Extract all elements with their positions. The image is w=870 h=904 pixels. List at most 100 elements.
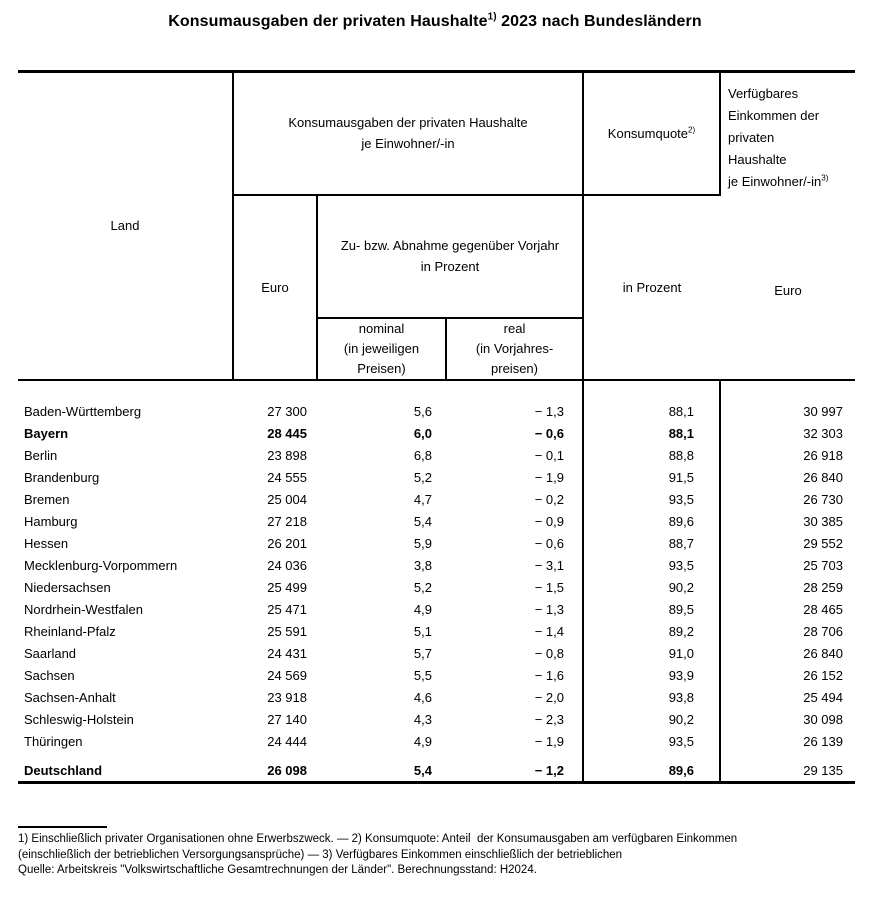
cell-einkommen: 30 997 <box>719 400 855 423</box>
cell-real: − 0,6 <box>534 536 564 551</box>
header-verfuegbares-line5-text: je Einwohner/-in <box>728 174 822 189</box>
cell-quote: 93,5 <box>582 730 720 753</box>
footnote-line-2: (einschließlich der betrieblichen Versor… <box>18 848 623 861</box>
header-real-line1: real <box>503 320 526 336</box>
table-row: Mecklenburg-Vorpommern 24 036 3,8 − 3,1 93,5… <box>18 554 855 577</box>
header-row-2: Euro Zu- bzw. Abnahme gegenüber Vorjahr … <box>18 194 855 380</box>
cell-euro: 24 431 <box>267 646 307 661</box>
cell-nominal: 5,2 <box>413 580 432 595</box>
total-gap-spacer <box>18 752 855 761</box>
header-row-3: nominal (in jeweiligen Preisen) real (in… <box>18 317 855 380</box>
cell-nominal: 5,1 <box>413 624 432 639</box>
cell-quote: 91,0 <box>582 642 720 665</box>
cell-euro: 24 555 <box>267 470 307 485</box>
cell-euro: 23 898 <box>267 448 307 463</box>
cell-euro: 27 300 <box>267 404 307 419</box>
header-verfuegbares-line4: Haushalte <box>728 152 787 167</box>
cell-einkommen: 25 494 <box>719 686 855 709</box>
cell-einkommen: 26 918 <box>719 444 855 467</box>
header-verfuegbares-footnote-marker: 3) <box>821 173 829 183</box>
cell-nominal: 4,7 <box>413 492 432 507</box>
header-konsumquote: Konsumquote2) <box>583 71 721 196</box>
table-row: Hessen 26 201 5,9 − 0,6 88,7 29 552 <box>18 532 855 555</box>
footnote-line-3: Quelle: Arbeitskreis "Volkswirtschaftlic… <box>18 864 537 876</box>
table-row: Schleswig-Holstein 27 140 4,3 − 2,3 90,2 30 0… <box>18 708 855 731</box>
cell-euro: 28 445 <box>267 426 307 441</box>
cell-land: Niedersachsen <box>24 580 111 595</box>
spacer-cell <box>446 753 583 761</box>
cell-real: − 0,1 <box>534 448 564 463</box>
cell-quote: 88,7 <box>582 532 720 555</box>
cell-real: − 3,1 <box>534 558 564 573</box>
spacer-cell <box>18 380 233 401</box>
spacer-cell <box>18 753 233 761</box>
cell-real: − 2,0 <box>534 690 564 705</box>
cell-euro: 25 004 <box>267 492 307 507</box>
cell-quote: 89,2 <box>582 620 720 643</box>
cell-real: − 1,6 <box>534 668 564 683</box>
header-nominal-line2: (in jeweiligen <box>343 340 420 356</box>
cell-land: Sachsen-Anhalt <box>24 690 116 705</box>
cell-einkommen: 28 259 <box>719 576 855 599</box>
cell-nominal: 4,6 <box>413 690 432 705</box>
cell-real: − 0,2 <box>534 492 564 507</box>
header-zu-abnahme-line1: Zu- bzw. Abnahme gegenüber Vorjahr <box>340 238 560 253</box>
cell-nominal: 5,7 <box>413 646 432 661</box>
spacer-cell <box>233 380 317 401</box>
spacer-cell <box>317 753 446 761</box>
page-title-suffix: 2023 nach Bundesländern <box>496 13 702 30</box>
cell-real: − 0,9 <box>534 514 564 529</box>
cell-quote: 89,6 <box>582 510 720 533</box>
cell-land: Bayern <box>24 426 69 441</box>
cell-euro: 25 591 <box>267 624 307 639</box>
cell-quote: 88,1 <box>582 422 720 445</box>
table-row: Baden-Württemberg 27 300 5,6 − 1,3 88,1 30 99… <box>18 400 855 423</box>
cell-nominal: 5,4 <box>317 760 446 784</box>
cell-euro: 27 140 <box>267 712 307 727</box>
statistics-table: Land Konsumausgaben der privaten Haushal… <box>18 70 855 784</box>
cell-nominal: 5,6 <box>413 404 432 419</box>
table-row: Saarland 24 431 5,7 − 0,8 91,0 26 840 <box>18 642 855 665</box>
total-row: Deutschland 26 098 5,4− 1,2 89,6 29 135 <box>18 760 855 784</box>
page-title-footnote-marker: 1) <box>487 11 497 23</box>
header-konsumausgaben-group: Konsumausgaben der privaten Haushalte je… <box>233 71 584 196</box>
header-in-prozent-unit: in Prozent <box>622 279 682 295</box>
header-konsumquote-label: Konsumquote <box>607 125 689 141</box>
cell-einkommen: 28 465 <box>719 598 855 621</box>
cell-nominal: 6,0 <box>413 426 432 441</box>
cell-nominal: 4,3 <box>413 712 432 727</box>
cell-quote: 89,6 <box>582 760 720 784</box>
cell-quote: 93,8 <box>582 686 720 709</box>
cell-euro: 24 569 <box>267 668 307 683</box>
header-euro-unit: Euro <box>233 194 318 380</box>
header-zu-abnahme-line2: in Prozent <box>420 259 480 274</box>
footnote-line-1: 1) Einschließlich privater Organisatione… <box>18 833 738 845</box>
cell-einkommen: 26 840 <box>719 642 855 665</box>
cell-real: − 1,5 <box>534 580 564 595</box>
cell-nominal: 5,5 <box>413 668 432 683</box>
header-verfuegbares-line1: Verfügbares <box>728 86 799 101</box>
header-verfuegbares-text: Verfügbares Einkommen der privaten Haush… <box>721 73 855 193</box>
table-row: Brandenburg 24 555 5,2 − 1,9 91,5 26 840 <box>18 466 855 489</box>
cell-quote: 90,2 <box>582 708 720 731</box>
cell-euro: 26 201 <box>267 536 307 551</box>
page-title: Konsumausgaben der privaten Haushalte1) … <box>0 11 870 31</box>
cell-land: Hamburg <box>24 514 78 529</box>
cell-land: Schleswig-Holstein <box>24 712 134 727</box>
cell-nominal: 4,9 <box>413 734 432 749</box>
header-verfuegbares-einkommen: Verfügbares Einkommen der privaten Haush… <box>720 72 855 380</box>
cell-quote: 93,5 <box>582 488 720 511</box>
header-real: real (in Vorjahres- preisen) <box>446 317 584 380</box>
header-nominal: nominal (in jeweiligen Preisen) <box>317 317 447 380</box>
cell-nominal: 5,9 <box>413 536 432 551</box>
cell-einkommen: 29 552 <box>719 532 855 555</box>
header-nominal-line3: Preisen) <box>357 360 406 376</box>
cell-quote: 93,9 <box>582 664 720 687</box>
cell-einkommen: 26 152 <box>719 664 855 687</box>
cell-nominal: 6,8 <box>413 448 432 463</box>
spacer-cell <box>317 380 446 401</box>
cell-euro: 27 218 <box>267 514 307 529</box>
cell-quote: 88,1 <box>582 400 720 423</box>
header-nominal-line1: nominal <box>358 320 405 336</box>
